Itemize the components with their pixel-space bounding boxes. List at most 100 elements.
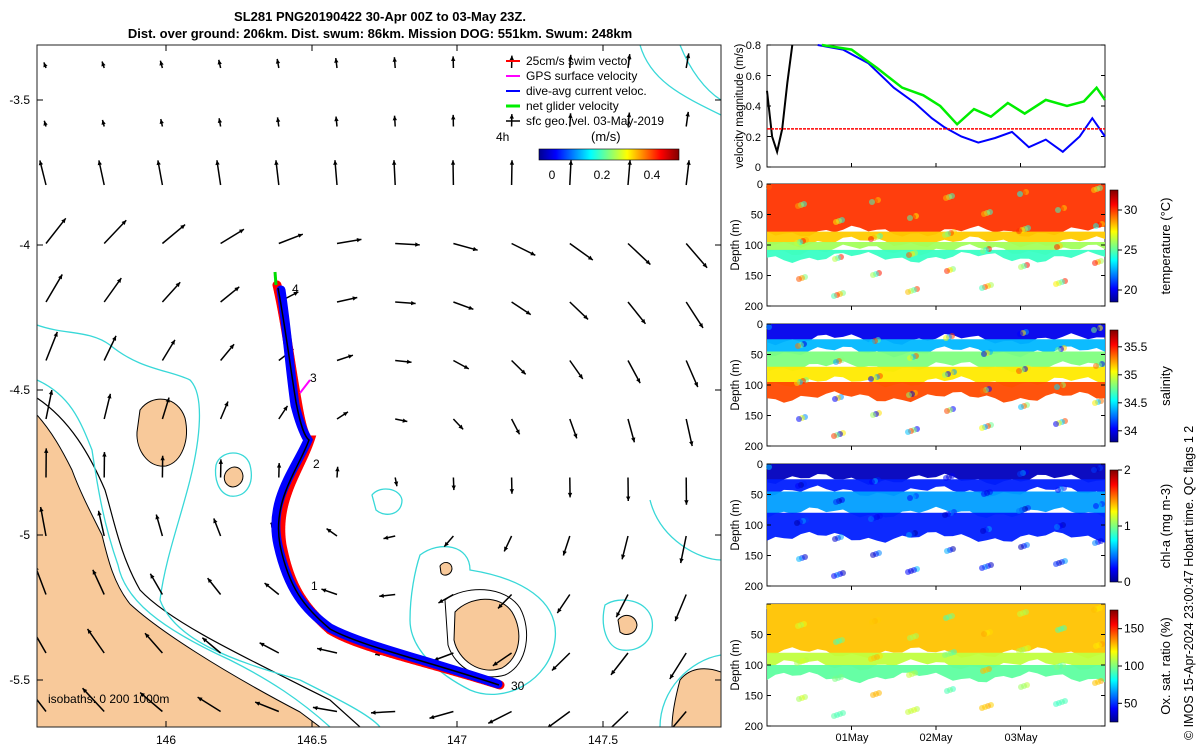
velocity-arrow [161, 224, 186, 245]
velocity-arrow [395, 359, 412, 364]
colorbar-tick: 1 [1124, 519, 1131, 533]
velocity-arrow [278, 233, 304, 245]
map-ytick--4-5: -4.5 [9, 383, 30, 397]
velocity-arrow [86, 628, 105, 654]
velocity-arrow [685, 160, 691, 186]
velocity-arrow [207, 577, 222, 595]
velocity-arrow [101, 61, 106, 69]
velocity-arrow [509, 477, 515, 494]
map-xtick-146: 146 [156, 733, 176, 747]
velocity-arrow [450, 160, 456, 186]
velocity-arrow [334, 116, 339, 127]
velocity-arrow [333, 160, 338, 186]
vel-ytick-0-8: 0.8 [746, 40, 761, 52]
velocity-series-net-glider-velocity [821, 43, 1107, 127]
vel-ytick-0: 0 [755, 162, 761, 174]
velocity-arrow [451, 114, 456, 127]
velocity-arrow [511, 301, 532, 316]
velocity-arrow [274, 160, 280, 186]
velocity-arrow [392, 57, 397, 69]
dive-avg-current-band [271, 285, 503, 689]
velocity-arrow [684, 477, 689, 505]
time-scale-label: 4h [496, 130, 509, 144]
velocity-arrow [275, 58, 281, 69]
velocity-arrow [326, 527, 338, 537]
landmass-mainland [37, 414, 321, 727]
velocity-arrow [392, 160, 397, 186]
copyright-footer: © IMOS 15-Apr-2024 23:00:47 Hobart time.… [1182, 425, 1196, 740]
legend-swim-vector: 25cm/s swim vector [526, 54, 631, 68]
velocity-arrow [334, 57, 339, 69]
plot-title-line1: SL281 PNG20190422 30-Apr 00Z to 03-May 2… [234, 9, 526, 24]
velocity-arrow [556, 594, 571, 614]
time-tick-03May: 03May [1004, 732, 1038, 744]
map-ytick--4: -4 [19, 238, 30, 252]
velocity-arrow [45, 331, 59, 361]
velocity-arrow [159, 60, 164, 69]
landmass-island-5 [617, 614, 638, 635]
glider-track [271, 271, 505, 690]
depth-tick: 200 [745, 721, 763, 733]
colorbar-tick: 34 [1124, 424, 1138, 438]
velocity-arrow [336, 354, 354, 362]
velocity-arrow [395, 242, 420, 247]
depth-tick: 100 [745, 660, 763, 672]
colorbar-tick: 150 [1124, 622, 1144, 636]
velocity-arrow [101, 119, 106, 127]
time-tick-02May: 02May [919, 732, 953, 744]
velocity-arrow [569, 418, 578, 439]
colorbar-tick: 30 [1124, 203, 1138, 217]
velocity-arrow [217, 118, 223, 127]
vel-ylabel: velocity magnitude (m/s) [734, 44, 746, 169]
colorbar-tick: 34.5 [1124, 396, 1148, 410]
velocity-arrow [627, 160, 632, 186]
map-xtick-146-5: 146.5 [297, 733, 327, 747]
velocity-arrow [103, 335, 117, 361]
velocity-arrow [610, 652, 629, 676]
velocity-arrow [610, 710, 629, 727]
track-day-label-30: 30 [511, 679, 525, 693]
depth-tick: 200 [745, 581, 763, 593]
velocity-arrow [197, 696, 221, 713]
isobath-legend-text: isobaths: 0 200 1000m [48, 692, 169, 706]
track-day-label-3: 3 [310, 371, 317, 385]
velocity-arrow [254, 701, 280, 713]
landmass-island-4 [439, 561, 453, 576]
velocity-arrow [627, 242, 651, 266]
velocity-arrow [487, 710, 512, 725]
chl-a-heatmap-panel: 0 50 100 150 200 Depth (m) 0 1 2 chl-a (mg m-3) [730, 459, 1173, 593]
velocity-arrow [149, 573, 164, 595]
velocity-arrow [97, 510, 105, 537]
depth-tick: 150 [745, 691, 763, 703]
velocity-arrow [144, 632, 163, 654]
velocity-arrow [43, 120, 48, 127]
temperature-heatmap-panel: 0 50 100 150 200 Depth (m) 20 25 30 temperature (… [730, 179, 1173, 313]
velocity-series-dive-avg-current-veloc- [817, 44, 1106, 154]
velocity-arrow [45, 274, 63, 303]
speed-colorbar [538, 148, 680, 161]
depth-axis-label: Depth (m) [730, 359, 742, 410]
velocity-arrow [44, 448, 49, 478]
velocity-arrow [453, 301, 474, 311]
velocity-arrow [159, 118, 164, 127]
velocity-arrow [627, 301, 647, 325]
velocity-arrow [92, 569, 105, 595]
velocity-arrow [503, 535, 513, 552]
landmass-island-2 [223, 466, 244, 488]
temperature-colorbar [1109, 189, 1119, 303]
velocity-arrow [669, 652, 687, 680]
velocity-arrow [161, 339, 176, 361]
depth-tick: 150 [745, 551, 763, 563]
legend-gps-velocity: GPS surface velocity [526, 69, 637, 83]
landmass-island-3 [453, 598, 520, 671]
velocity-arrow [45, 389, 54, 420]
colorbar-tick: 25 [1124, 243, 1138, 257]
velocity-arrow [139, 691, 163, 713]
velocity-arrow [379, 593, 396, 598]
velocity-arrow [627, 54, 632, 69]
velocity-arrow [45, 217, 67, 244]
depth-tick: 200 [745, 441, 763, 453]
colorbar-tick: 100 [1124, 659, 1144, 673]
velocity-arrow [278, 405, 289, 420]
velocity-arrow [685, 111, 690, 127]
